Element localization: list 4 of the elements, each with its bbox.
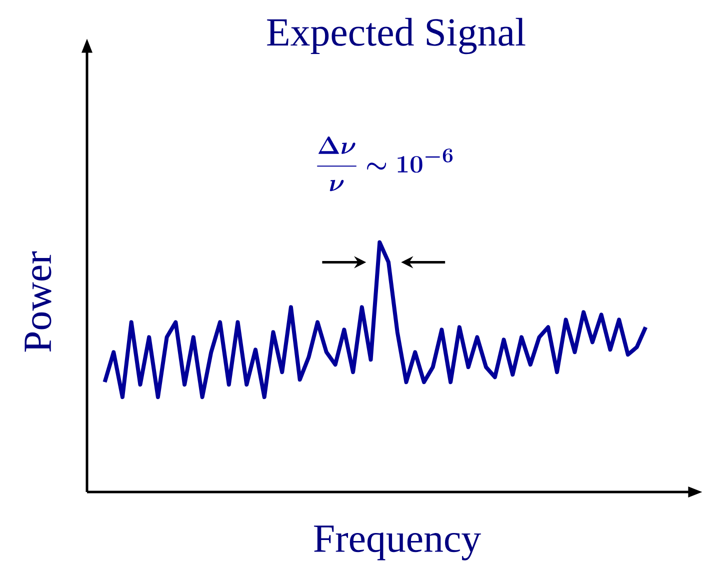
text: $\frac{\Delta\nu}{\nu}\sim 10^{-6}$ (317, 136, 453, 192)
chart-title: Expected Signal (267, 18, 526, 54)
y-axis-title: Power (24, 251, 52, 352)
x-axis-title: Frequency (314, 526, 481, 560)
